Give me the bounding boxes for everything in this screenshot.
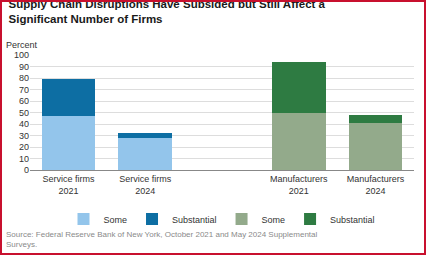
svg-text:10: 10: [19, 154, 29, 164]
svg-text:20: 20: [19, 142, 29, 152]
svg-text:60: 60: [19, 96, 29, 106]
svg-text:0: 0: [24, 165, 29, 175]
svg-text:70: 70: [19, 85, 29, 95]
svg-text:50: 50: [19, 108, 29, 118]
svg-text:100: 100: [14, 50, 29, 60]
svg-text:40: 40: [19, 119, 29, 129]
svg-text:Some: Some: [262, 215, 286, 225]
svg-text:Manufacturers2024: Manufacturers2024: [347, 174, 405, 196]
svg-text:Substantial: Substantial: [172, 215, 217, 225]
svg-text:30: 30: [19, 131, 29, 141]
svg-text:Source: Federal Reserve Bank o: Source: Federal Reserve Bank of New York…: [6, 230, 318, 249]
svg-text:Manufacturers2021: Manufacturers2021: [270, 174, 328, 196]
svg-text:90: 90: [19, 62, 29, 72]
svg-text:Substantial: Substantial: [330, 215, 375, 225]
svg-text:Percent: Percent: [6, 40, 38, 50]
svg-text:Service firms2024: Service firms2024: [119, 174, 172, 196]
svg-text:Some: Some: [104, 215, 128, 225]
svg-text:80: 80: [19, 73, 29, 83]
svg-text:Service firms2021: Service firms2021: [42, 174, 95, 196]
svg-text:Supply Chain Disruptions Have: Supply Chain Disruptions Have Subsided b…: [9, 0, 326, 25]
